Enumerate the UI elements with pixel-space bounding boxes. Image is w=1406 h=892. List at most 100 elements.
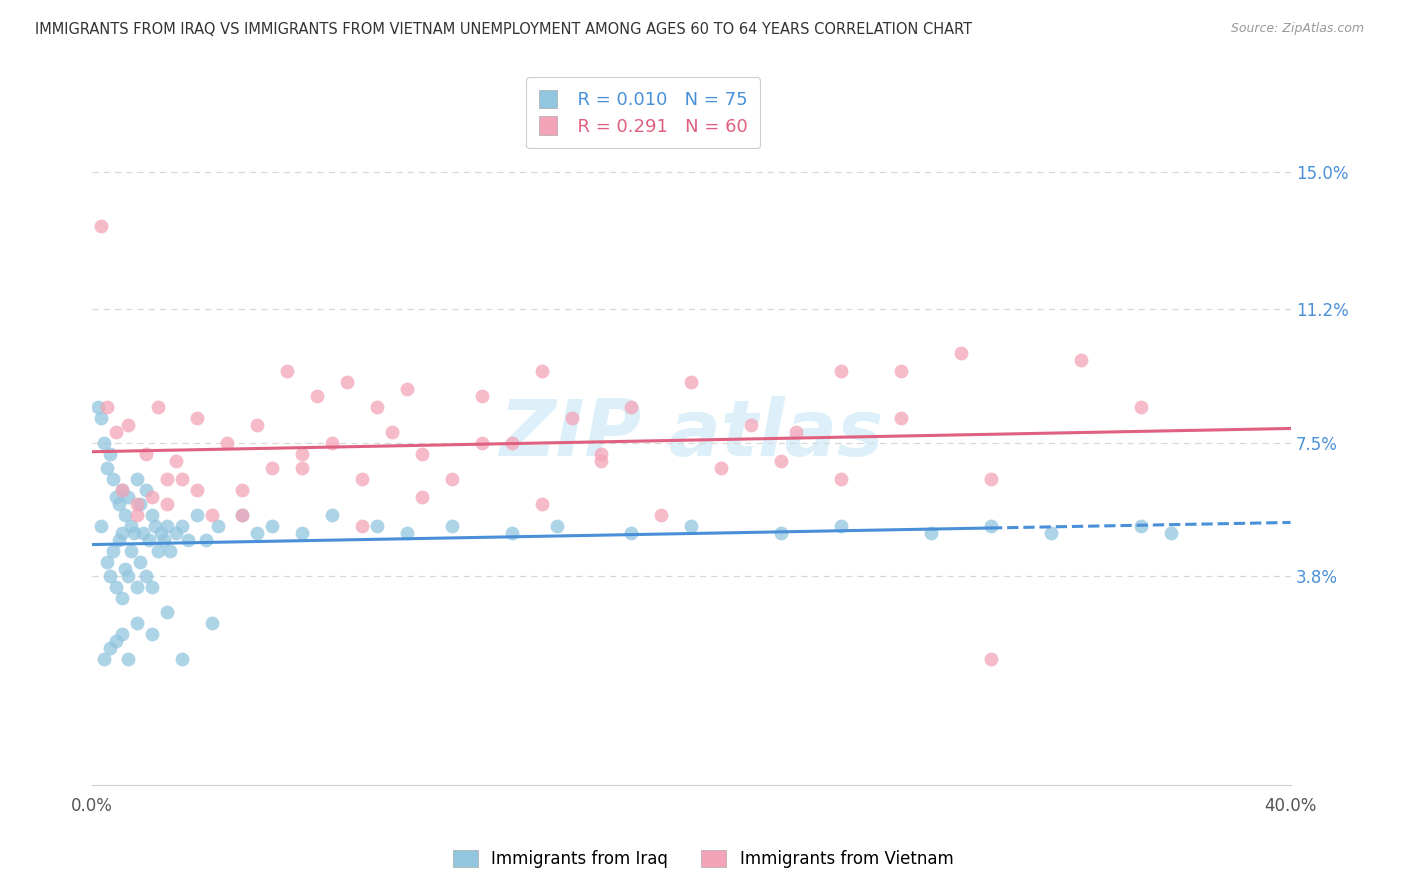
Point [740, 417, 762, 432]
Point [141, 627, 163, 641]
Point [156, 605, 179, 619]
Point [135, 483, 157, 497]
Point [127, 472, 149, 486]
Point [770, 526, 793, 541]
Point [93, 652, 115, 666]
Point [117, 417, 139, 432]
Point [90, 219, 112, 234]
Point [650, 508, 672, 522]
Point [395, 526, 418, 541]
Point [1160, 526, 1182, 541]
Point [101, 544, 124, 558]
Point [96, 555, 118, 569]
Point [114, 508, 136, 522]
Point [105, 490, 128, 504]
Point [122, 526, 145, 541]
Point [129, 497, 152, 511]
Point [260, 461, 283, 475]
Point [1070, 352, 1092, 367]
Point [471, 435, 494, 450]
Point [501, 435, 523, 450]
Point [546, 518, 568, 533]
Point [117, 569, 139, 583]
Point [117, 490, 139, 504]
Point [440, 472, 463, 486]
Point [146, 400, 169, 414]
Point [141, 580, 163, 594]
Point [120, 518, 142, 533]
Point [165, 526, 187, 541]
Point [1129, 400, 1152, 414]
Point [101, 472, 124, 486]
Point [127, 508, 149, 522]
Point [710, 461, 733, 475]
Point [411, 447, 433, 461]
Point [98, 641, 121, 656]
Point [321, 435, 343, 450]
Legend:   R = 0.010   N = 75,   R = 0.291   N = 60: R = 0.010 N = 75, R = 0.291 N = 60 [526, 77, 761, 148]
Point [153, 533, 176, 548]
Point [336, 375, 359, 389]
Point [87, 400, 110, 414]
Point [560, 410, 582, 425]
Point [146, 544, 169, 558]
Point [276, 364, 298, 378]
Point [120, 544, 142, 558]
Point [620, 400, 643, 414]
Point [96, 400, 118, 414]
Point [186, 410, 208, 425]
Point [1129, 518, 1152, 533]
Point [138, 533, 160, 548]
Point [195, 533, 218, 548]
Point [156, 518, 179, 533]
Point [980, 652, 1002, 666]
Point [105, 634, 128, 648]
Point [135, 569, 157, 583]
Point [681, 375, 703, 389]
Point [440, 518, 463, 533]
Point [117, 652, 139, 666]
Point [156, 497, 179, 511]
Point [170, 472, 193, 486]
Point [201, 616, 224, 631]
Point [366, 518, 388, 533]
Point [98, 447, 121, 461]
Point [231, 508, 253, 522]
Text: IMMIGRANTS FROM IRAQ VS IMMIGRANTS FROM VIETNAM UNEMPLOYMENT AMONG AGES 60 TO 64: IMMIGRANTS FROM IRAQ VS IMMIGRANTS FROM … [35, 22, 973, 37]
Point [111, 526, 134, 541]
Point [141, 490, 163, 504]
Point [321, 508, 343, 522]
Point [291, 447, 314, 461]
Point [127, 497, 149, 511]
Point [949, 345, 972, 359]
Point [90, 410, 112, 425]
Point [135, 447, 157, 461]
Point [350, 472, 373, 486]
Point [207, 518, 229, 533]
Point [170, 518, 193, 533]
Point [159, 544, 181, 558]
Point [129, 555, 152, 569]
Point [920, 526, 942, 541]
Point [530, 497, 553, 511]
Point [291, 461, 314, 475]
Point [186, 483, 208, 497]
Point [260, 518, 283, 533]
Point [980, 518, 1002, 533]
Point [411, 490, 433, 504]
Legend: Immigrants from Iraq, Immigrants from Vietnam: Immigrants from Iraq, Immigrants from Vi… [446, 843, 960, 875]
Point [165, 454, 187, 468]
Point [111, 627, 134, 641]
Point [366, 400, 388, 414]
Point [141, 508, 163, 522]
Point [980, 472, 1002, 486]
Point [127, 616, 149, 631]
Point [108, 497, 131, 511]
Point [890, 364, 912, 378]
Point [201, 508, 224, 522]
Point [177, 533, 200, 548]
Point [108, 533, 131, 548]
Point [231, 508, 253, 522]
Point [215, 435, 238, 450]
Point [186, 508, 208, 522]
